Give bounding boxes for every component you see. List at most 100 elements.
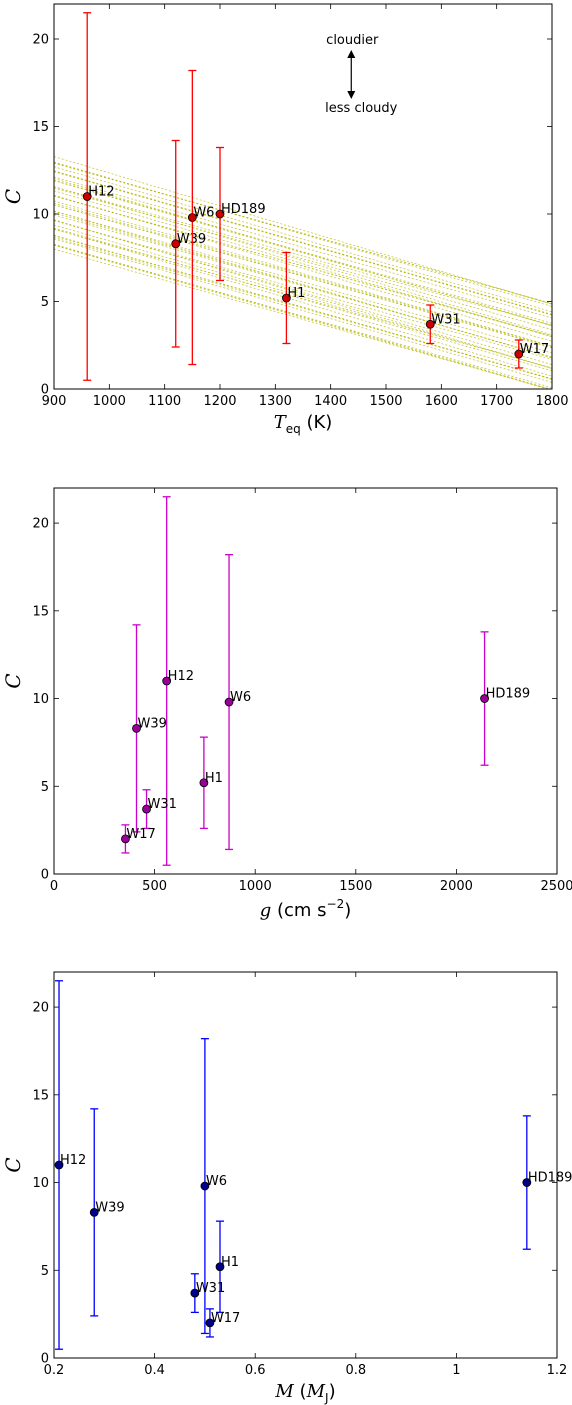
point-label-HD189: HD189 bbox=[486, 687, 531, 702]
data-point-HD189 bbox=[215, 209, 225, 219]
y-axis-label: C bbox=[1, 189, 25, 204]
x-tick-label: 0.6 bbox=[245, 1363, 266, 1378]
x-tick-label: 0.8 bbox=[345, 1363, 366, 1378]
x-tick-label: 500 bbox=[142, 879, 167, 894]
x-tick-label: 1.2 bbox=[547, 1363, 568, 1378]
data-point-H1 bbox=[199, 778, 209, 788]
arrow-up-head bbox=[347, 50, 356, 58]
x-axis-label: M (MJ) bbox=[274, 1381, 335, 1405]
band-line bbox=[54, 234, 552, 380]
y-tick-label: 5 bbox=[41, 1264, 49, 1279]
data-point-H12 bbox=[54, 1160, 64, 1170]
arrow-down-head bbox=[347, 91, 356, 99]
data-point-H12 bbox=[82, 192, 92, 201]
band-line bbox=[54, 190, 552, 338]
data-point-HD189 bbox=[522, 1178, 532, 1187]
x-tick-label: 900 bbox=[42, 394, 67, 409]
data-point-W31 bbox=[142, 804, 151, 814]
chart-panel-3: 0.2 0.4 0.6 0.8 1 1.2 0 5 10 15 20 C M (MJ) H12 W39 W6 H… bbox=[1, 971, 572, 1405]
band-line bbox=[54, 166, 552, 313]
chart-panel-2: 0 500 1000 1500 2000 2500 0 5 10 15 20 Cg (cm s−2) H… bbox=[1, 487, 572, 921]
x-tick-label: 1300 bbox=[259, 394, 292, 409]
x-tick-label: 1500 bbox=[339, 879, 372, 894]
band-line bbox=[54, 156, 552, 305]
x-tick-label: 1 bbox=[452, 1363, 460, 1378]
point-label-HD189: HD189 bbox=[528, 1171, 572, 1186]
y-tick-label: 5 bbox=[41, 780, 49, 795]
point-label-W31: W31 bbox=[148, 797, 177, 812]
data-point-W39 bbox=[132, 723, 141, 733]
data-point-W6 bbox=[187, 213, 197, 222]
data-point-HD189 bbox=[480, 694, 489, 703]
model-band bbox=[54, 156, 552, 389]
data-point-H12 bbox=[162, 676, 172, 686]
data-point-W17 bbox=[514, 349, 524, 359]
x-tick-label: 1400 bbox=[314, 394, 347, 409]
y-tick-label: 0 bbox=[41, 868, 49, 883]
band-line bbox=[54, 235, 552, 380]
x-tick-label: 1700 bbox=[480, 394, 513, 409]
band-line bbox=[54, 202, 552, 347]
y-tick-label: 0 bbox=[41, 383, 49, 398]
band-line bbox=[54, 220, 552, 365]
axes-frame bbox=[53, 971, 558, 1359]
annotation-less-cloudy: less cloudy bbox=[325, 101, 397, 116]
x-tick-label: 1000 bbox=[93, 394, 126, 409]
band-line bbox=[54, 179, 552, 324]
y-tick-label: 15 bbox=[32, 120, 49, 135]
data-point-W17 bbox=[121, 834, 130, 844]
data-point-H1 bbox=[215, 1262, 225, 1272]
data-point-W6 bbox=[200, 1181, 210, 1191]
y-tick-label: 5 bbox=[41, 295, 49, 310]
y-tick-label: 20 bbox=[32, 517, 49, 532]
x-tick-label: 2000 bbox=[440, 879, 473, 894]
annotation-cloudier: cloudier bbox=[326, 33, 379, 48]
y-tick-label: 10 bbox=[32, 1176, 49, 1191]
band-line bbox=[54, 244, 549, 389]
y-axis-label: C bbox=[1, 1157, 25, 1172]
y-tick-label: 15 bbox=[32, 1088, 49, 1103]
point-label-W39: W39 bbox=[95, 1200, 124, 1215]
y-tick-label: 15 bbox=[32, 604, 49, 619]
band-line bbox=[54, 243, 552, 389]
data-point-W6 bbox=[224, 697, 234, 707]
point-label-W17: W17 bbox=[126, 827, 155, 842]
point-label-H12: H12 bbox=[60, 1153, 86, 1168]
point-label-W6: W6 bbox=[206, 1174, 227, 1189]
y-tick-label: 20 bbox=[32, 33, 49, 48]
band-line bbox=[54, 212, 552, 358]
point-label-W17: W17 bbox=[520, 342, 549, 357]
data-point-W39 bbox=[171, 239, 181, 249]
x-tick-label: 1200 bbox=[203, 394, 236, 409]
point-label-W31: W31 bbox=[196, 1281, 225, 1296]
x-tick-label: 1800 bbox=[535, 394, 568, 409]
point-label-W39: W39 bbox=[137, 716, 166, 731]
band-line bbox=[54, 161, 552, 307]
band-line bbox=[54, 186, 552, 336]
data-point-H1 bbox=[281, 293, 291, 303]
point-label-W6: W6 bbox=[193, 206, 214, 221]
x-tick-label: 1100 bbox=[148, 394, 181, 409]
data-point-W17 bbox=[205, 1318, 215, 1328]
point-label-H1: H1 bbox=[287, 286, 305, 301]
x-tick-label: 0.4 bbox=[144, 1363, 165, 1378]
x-tick-label: 1000 bbox=[239, 879, 272, 894]
point-label-H1: H1 bbox=[221, 1255, 239, 1270]
point-label-H12: H12 bbox=[168, 669, 194, 684]
point-label-W39: W39 bbox=[177, 232, 206, 247]
band-line bbox=[54, 228, 552, 377]
axes-frame bbox=[53, 487, 558, 875]
band-line bbox=[54, 219, 552, 369]
data-point-W39 bbox=[89, 1207, 99, 1217]
point-label-HD189: HD189 bbox=[221, 202, 266, 217]
data-point-W31 bbox=[190, 1288, 200, 1298]
x-tick-label: 2500 bbox=[540, 879, 572, 894]
y-tick-label: 0 bbox=[41, 1352, 49, 1367]
x-tick-label: 1500 bbox=[369, 394, 402, 409]
x-tick-label: 0.2 bbox=[44, 1363, 65, 1378]
data-point-W31 bbox=[425, 319, 435, 329]
point-label-W31: W31 bbox=[431, 312, 460, 327]
band-line bbox=[54, 178, 552, 327]
band-line bbox=[54, 186, 552, 326]
